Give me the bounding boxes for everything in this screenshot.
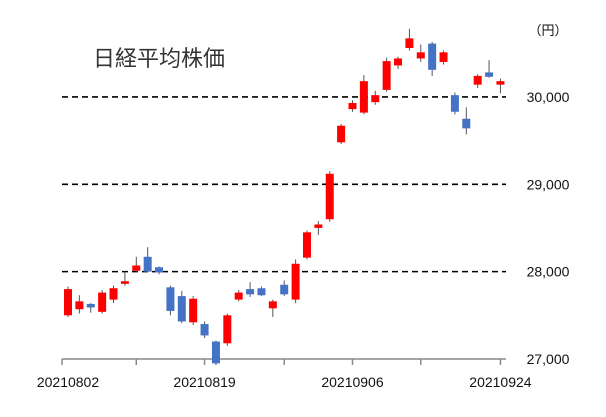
chart-title: 日経平均株価 (93, 47, 225, 72)
candle (291, 259, 300, 304)
x-tick-label: 20210802 (37, 374, 100, 390)
candle-body (120, 281, 129, 284)
y-tick-label: 27,000 (527, 351, 570, 367)
candle (428, 41, 437, 76)
candle (359, 75, 368, 115)
candle-body (382, 61, 391, 90)
candle (246, 282, 255, 297)
candle-body (371, 95, 380, 103)
candle (485, 60, 494, 78)
candle (268, 299, 277, 318)
candle (211, 340, 220, 366)
candle-body (302, 232, 311, 258)
candle-body (166, 287, 175, 311)
candle-body (280, 284, 289, 295)
x-tick-label: 20210924 (469, 374, 532, 390)
candle-body (473, 75, 482, 85)
candle (337, 123, 346, 145)
candle-body (348, 103, 357, 110)
unit-label: （円） (528, 24, 567, 39)
candle-body (268, 301, 277, 309)
candle (155, 266, 164, 275)
candle (496, 78, 505, 94)
y-tick-label: 30,000 (527, 89, 570, 105)
candle (348, 100, 357, 112)
y-tick-label: 28,000 (527, 264, 570, 280)
candle-body (405, 38, 414, 48)
candle-body (450, 95, 459, 112)
candle-body (234, 292, 243, 300)
candle (64, 286, 72, 318)
candle-body (223, 315, 232, 344)
candle (405, 28, 414, 51)
candle (416, 44, 425, 62)
y-axis-labels: 27,000 28,000 29,000 30,000 (527, 89, 570, 367)
candle-body (359, 81, 368, 113)
candle-body (485, 72, 494, 77)
candle (450, 92, 459, 115)
candle (302, 230, 311, 260)
candle (132, 256, 141, 273)
candle (280, 280, 289, 297)
candle (200, 321, 209, 339)
x-tick-label: 20210906 (321, 374, 384, 390)
candle-body (439, 52, 448, 62)
candle-body (143, 256, 152, 272)
candle (120, 271, 129, 286)
gridlines (62, 96, 506, 273)
candle-body (86, 303, 95, 308)
candle-body (314, 224, 323, 228)
candle (234, 289, 243, 302)
candle-body (428, 43, 437, 70)
candle (257, 286, 266, 297)
candle-body (75, 301, 84, 310)
candle-body (109, 288, 118, 300)
candle (382, 57, 391, 92)
candle-body (246, 289, 255, 295)
candle-body (394, 58, 403, 66)
candle-body (496, 81, 505, 85)
candle-body (462, 118, 471, 129)
candle (223, 313, 232, 346)
x-axis-labels: 20210802 20210819 20210906 20210924 (37, 374, 532, 390)
candle (177, 290, 186, 324)
candle-body (98, 292, 107, 312)
candle (189, 296, 198, 325)
candle (439, 50, 448, 65)
candle-body (132, 265, 141, 271)
candles (64, 28, 505, 366)
candle (462, 107, 471, 135)
candle (394, 56, 403, 69)
candle-body (257, 288, 266, 296)
candle-body (155, 267, 164, 273)
y-tick-label: 29,000 (527, 176, 570, 192)
candle (86, 303, 95, 313)
candle-body (416, 52, 425, 59)
x-axis-ticks (61, 359, 502, 365)
candle-body (211, 341, 220, 364)
candle-body (200, 324, 209, 336)
candle (98, 289, 107, 314)
candle-body (177, 296, 186, 322)
x-tick-label: 20210819 (173, 374, 236, 390)
candle-body (64, 289, 72, 316)
candle-body (337, 125, 346, 143)
candle (371, 90, 380, 105)
candle-body (189, 298, 198, 323)
candle-body (291, 263, 300, 300)
candle (473, 74, 482, 89)
candle (143, 247, 152, 273)
candle (166, 285, 175, 316)
candle (109, 285, 118, 304)
candle (75, 295, 84, 314)
candle-body (325, 173, 334, 220)
candle (314, 220, 323, 235)
candle (325, 171, 334, 222)
